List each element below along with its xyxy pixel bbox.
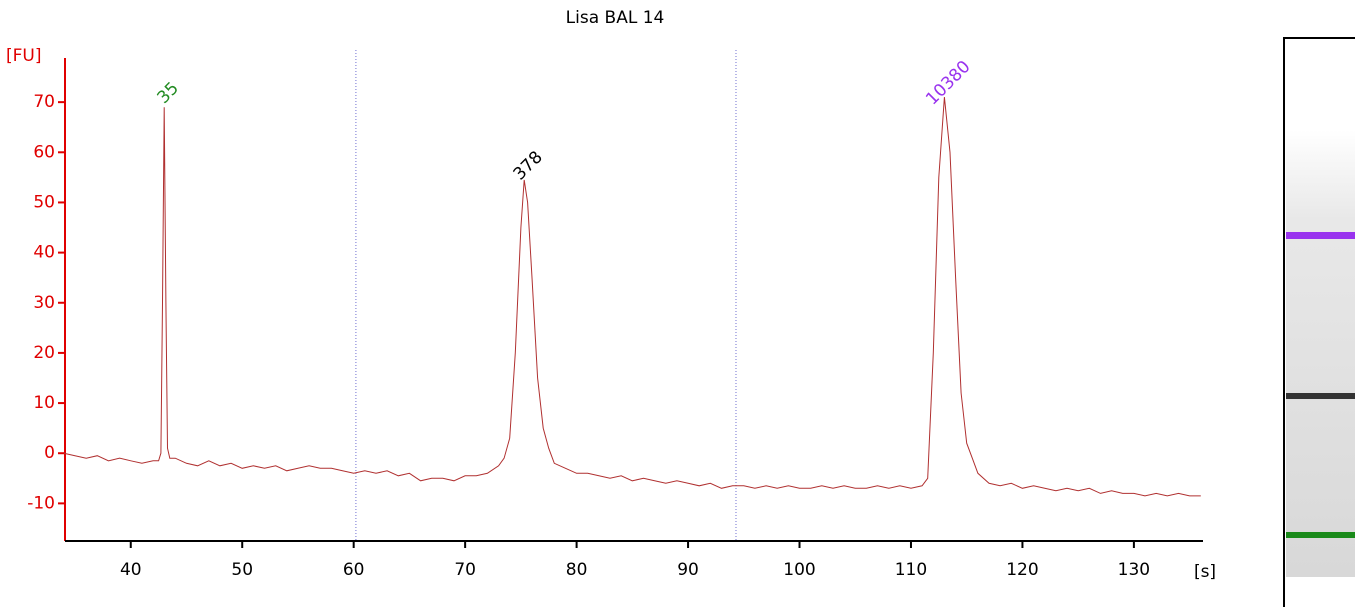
x-tick-label: 130 (1118, 560, 1150, 580)
peak-label: 35 (153, 78, 182, 107)
gel-image (1283, 37, 1355, 611)
x-tick-label: 70 (454, 560, 476, 580)
chart-title: Lisa BAL 14 (566, 8, 665, 28)
peak-label: 378 (510, 147, 547, 184)
y-axis-label: [FU] (6, 46, 42, 66)
y-tick-label: 0 (44, 443, 55, 463)
x-tick-label: 90 (677, 560, 699, 580)
x-tick-label: 40 (120, 560, 142, 580)
x-tick-label: 80 (566, 560, 588, 580)
y-tick-label: 20 (33, 343, 55, 363)
y-tick-label: 10 (33, 393, 55, 413)
x-tick-label: 100 (783, 560, 815, 580)
x-tick-label: 120 (1006, 560, 1038, 580)
x-tick-label: 50 (231, 560, 253, 580)
x-tick-label: 60 (343, 560, 365, 580)
x-axis-label: [s] (1194, 562, 1216, 582)
x-tick-label: 110 (895, 560, 927, 580)
y-tick-label: 60 (33, 142, 55, 162)
peak-label: 10380 (922, 57, 974, 109)
y-tick-label: -10 (27, 493, 55, 513)
trace (63, 97, 1201, 497)
y-tick-label: 30 (33, 293, 55, 313)
y-tick-label: 40 (33, 243, 55, 263)
y-tick-label: 70 (33, 92, 55, 112)
y-tick-label: 50 (33, 192, 55, 212)
